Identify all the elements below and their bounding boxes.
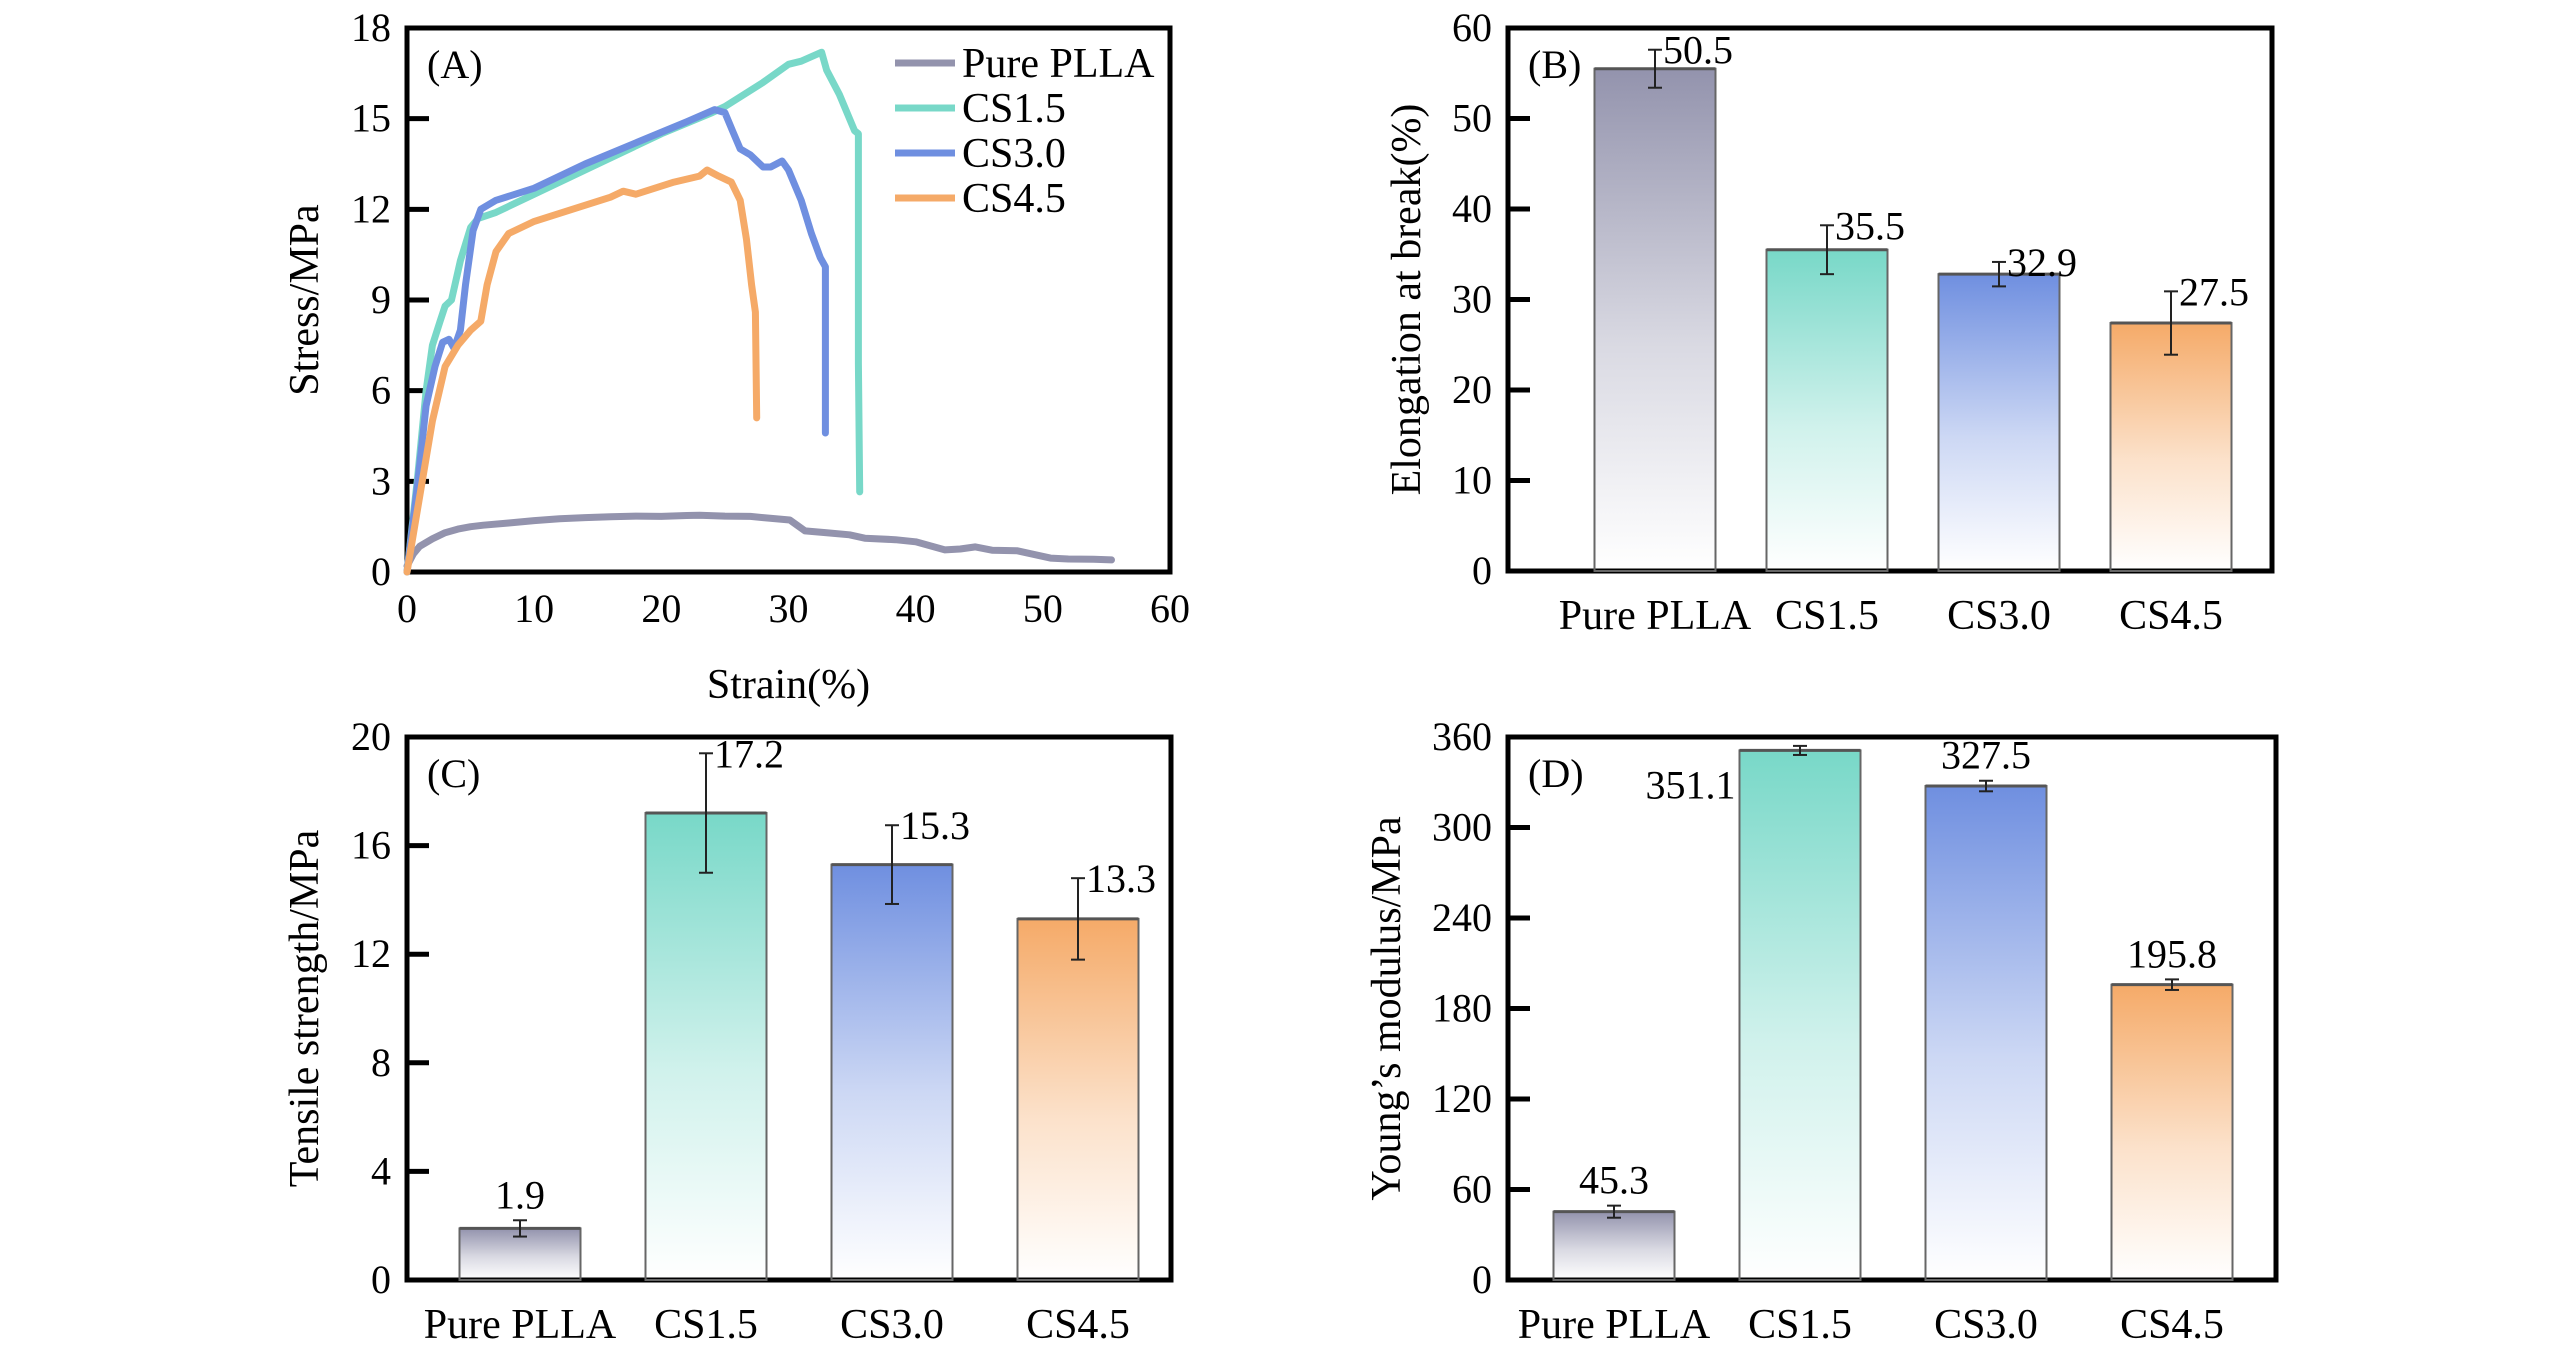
x-tick-label: 0 <box>397 586 417 631</box>
y-tick-label: 0 <box>371 1257 391 1302</box>
y-tick-label: 0 <box>1472 1257 1492 1302</box>
bar <box>830 863 954 1281</box>
x-category-label: CS3.0 <box>840 1302 944 1348</box>
panel-label: (B) <box>1528 42 1581 87</box>
panel-d-youngs-modulus: 0 60 120 180 240 300 360 Young’s modulus/MPa (D)… <box>1364 714 2279 1348</box>
y-axis-title: Elongation at break(%) <box>1384 104 1430 496</box>
x-tick-label: 30 <box>769 586 809 631</box>
x-category-label: CS1.5 <box>1775 593 1879 639</box>
x-tick-label: 10 <box>514 586 554 631</box>
y-tick-label: 60 <box>1452 5 1492 50</box>
x-category-label: CS1.5 <box>1748 1302 1852 1348</box>
x-axis-title: Strain(%) <box>707 662 870 708</box>
y-tick-label: 30 <box>1452 277 1492 322</box>
data-label: 50.5 <box>1663 28 1733 73</box>
data-label: 35.5 <box>1835 203 1905 248</box>
y-tick-label: 40 <box>1452 186 1492 231</box>
bar <box>2110 983 2234 1281</box>
bar <box>1765 248 1889 572</box>
y-tick-label: 6 <box>371 368 391 413</box>
x-category-label: CS4.5 <box>2120 1302 2224 1348</box>
series-line-cs1-5 <box>403 48 864 576</box>
bar <box>1016 917 1140 1282</box>
bar <box>1924 785 2048 1281</box>
series-line-pure-plla <box>403 511 1115 570</box>
y-tick-label: 15 <box>351 96 391 141</box>
y-tick-label: 360 <box>1432 714 1492 759</box>
y-tick-label: 16 <box>351 823 391 868</box>
y-tick-label: 18 <box>351 5 391 50</box>
data-label: 27.5 <box>2179 269 2249 314</box>
y-axis-title: Young’s modulus/MPa <box>1364 816 1410 1201</box>
data-label: 327.5 <box>1941 733 2031 778</box>
bar <box>644 812 768 1282</box>
legend-label: CS3.0 <box>962 131 1066 177</box>
x-tick-label: 50 <box>1023 586 1063 631</box>
y-tick-label: 9 <box>371 277 391 322</box>
x-category-label: CS3.0 <box>1947 593 2051 639</box>
data-label: 13.3 <box>1086 856 1156 901</box>
x-category-label: Pure PLLA <box>1518 1302 1711 1348</box>
panel-a-stress-strain: 0 3 6 9 12 15 18 Stress/MPa (A) 0 10 20 30 40 50 60 Stra… <box>282 5 1190 708</box>
bar <box>1593 67 1717 572</box>
y-tick-label: 12 <box>351 931 391 976</box>
x-tick-label: 20 <box>641 586 681 631</box>
y-tick-label: 3 <box>371 458 391 503</box>
y-tick-label: 0 <box>1472 548 1492 593</box>
panel-b-elongation: 0 10 20 30 40 50 60 Elongation at break(%) (B) 50… <box>1384 5 2275 639</box>
legend-label: CS4.5 <box>962 176 1066 222</box>
y-tick-label: 240 <box>1432 895 1492 940</box>
y-axis-title: Tensile strength/MPa <box>282 829 328 1187</box>
x-category-label: CS4.5 <box>1026 1302 1130 1348</box>
plot-frame <box>404 734 1174 1283</box>
x-tick-label: 60 <box>1150 586 1190 631</box>
legend-label: Pure PLLA <box>962 41 1155 87</box>
panel-c-tensile-strength: 0 4 8 12 16 20 Tensile strength/MPa (C) 1.9 Pure … <box>282 714 1174 1348</box>
x-category-label: CS3.0 <box>1934 1302 2038 1348</box>
x-tick-label: 40 <box>896 586 936 631</box>
legend-label: CS1.5 <box>962 86 1066 132</box>
data-label: 15.3 <box>900 803 970 848</box>
x-category-label: CS4.5 <box>2119 593 2223 639</box>
y-tick-label: 60 <box>1452 1167 1492 1212</box>
y-tick-label: 50 <box>1452 96 1492 141</box>
data-label: 17.2 <box>714 731 784 776</box>
y-tick-label: 180 <box>1432 986 1492 1031</box>
y-tick-label: 12 <box>351 186 391 231</box>
data-label: 351.1 <box>1646 762 1736 807</box>
bar <box>2109 322 2233 572</box>
x-category-label: CS1.5 <box>654 1302 758 1348</box>
y-tick-label: 20 <box>1452 367 1492 412</box>
bar <box>1552 1210 1676 1281</box>
bar <box>1937 273 2061 572</box>
x-category-label: Pure PLLA <box>1559 593 1752 639</box>
y-tick-label: 8 <box>371 1040 391 1085</box>
panel-label: (D) <box>1528 751 1584 796</box>
panel-label: (A) <box>427 42 483 87</box>
data-label: 32.9 <box>2007 240 2077 285</box>
y-tick-label: 300 <box>1432 805 1492 850</box>
x-category-label: Pure PLLA <box>424 1302 617 1348</box>
y-tick-label: 4 <box>371 1148 391 1193</box>
y-tick-label: 120 <box>1432 1076 1492 1121</box>
series-line-cs3-0 <box>403 106 829 576</box>
bar <box>1738 749 1862 1281</box>
y-tick-label: 0 <box>371 549 391 594</box>
data-label: 45.3 <box>1579 1158 1649 1203</box>
data-label: 195.8 <box>2127 931 2217 976</box>
y-axis-title: Stress/MPa <box>282 204 328 396</box>
panel-label: (C) <box>427 751 480 796</box>
data-label: 1.9 <box>495 1172 545 1217</box>
y-tick-label: 10 <box>1452 458 1492 503</box>
series-line-cs4-5 <box>403 166 761 576</box>
y-tick-label: 20 <box>351 714 391 759</box>
